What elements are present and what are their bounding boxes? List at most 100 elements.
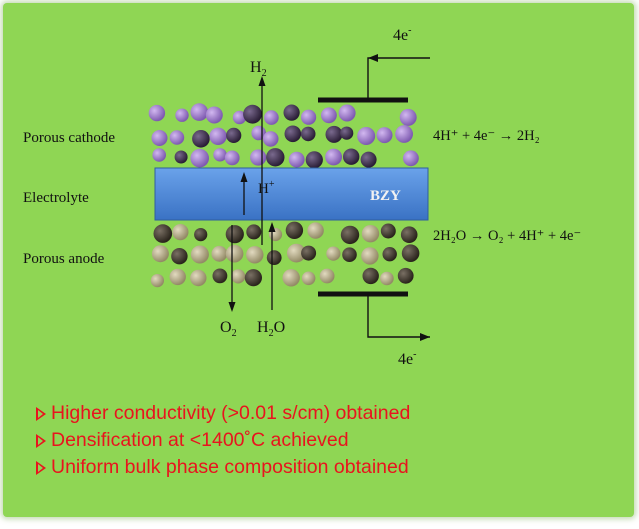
particle — [169, 268, 186, 286]
particle — [148, 104, 166, 122]
fuel-cell-diagram: 4e- H2 Porous cathode Electrolyte Porous… — [23, 25, 581, 368]
o2-label: O2 — [220, 319, 237, 339]
particle — [246, 224, 262, 240]
particle — [232, 110, 247, 125]
particle — [362, 267, 379, 285]
particle — [243, 104, 262, 124]
particle — [225, 244, 244, 263]
porous-anode-label: Porous anode — [23, 251, 105, 267]
particle — [244, 269, 262, 287]
particle — [266, 250, 282, 265]
particle — [150, 274, 164, 288]
h2-label: H2 — [250, 59, 267, 79]
particle — [338, 104, 356, 122]
particle — [380, 271, 394, 286]
h2o-label: H2O — [257, 319, 285, 339]
particle — [301, 245, 317, 261]
particle — [340, 225, 360, 245]
particle — [399, 108, 417, 126]
arrow-bullet-icon — [36, 406, 46, 421]
particle — [307, 222, 324, 239]
bottom-electron-label: 4e- — [398, 349, 416, 368]
particle — [224, 150, 240, 166]
particle — [226, 127, 242, 143]
flow-arrows — [228, 76, 276, 312]
particle — [246, 246, 264, 264]
arrow-bullet-icon — [36, 433, 46, 448]
particle — [342, 247, 357, 262]
particle — [340, 126, 354, 140]
electrolyte-layer — [154, 167, 429, 221]
particle — [205, 106, 223, 124]
particle — [151, 245, 169, 263]
h-plus-label: H+ — [258, 179, 275, 197]
top-electron-label: 4e- — [393, 25, 411, 44]
particle — [361, 225, 380, 243]
particle — [209, 127, 227, 145]
particle — [153, 224, 173, 243]
particle — [403, 150, 419, 167]
findings-item: Densification at <1400˚C achieved — [36, 427, 410, 454]
particle — [301, 271, 316, 286]
content-panel — [3, 3, 634, 517]
cathode-particles — [148, 103, 419, 169]
particle — [211, 245, 228, 262]
particle — [376, 127, 393, 144]
particle — [192, 130, 210, 148]
particle — [325, 125, 343, 143]
bzy-label: BZY — [370, 188, 401, 204]
particle — [301, 109, 317, 125]
particle — [151, 130, 168, 146]
particle — [382, 247, 397, 262]
particle — [250, 149, 267, 166]
particle — [264, 110, 279, 125]
particle — [319, 268, 335, 284]
bottom-circuit — [318, 291, 430, 341]
particle — [360, 151, 377, 168]
particle — [231, 269, 246, 284]
particle — [190, 245, 209, 264]
particle — [212, 268, 228, 284]
particle — [343, 148, 360, 165]
findings-item: Higher conductivity (>0.01 s/cm) obtaine… — [36, 400, 410, 427]
particle — [194, 228, 208, 242]
particle — [287, 243, 306, 263]
particle — [266, 148, 285, 167]
particle — [300, 126, 316, 142]
electrolyte-label: Electrolyte — [23, 190, 89, 206]
arrow-bullet-icon — [36, 460, 46, 475]
particle — [361, 247, 379, 265]
particle — [321, 107, 337, 124]
particle — [225, 225, 244, 244]
particle — [395, 125, 413, 143]
particle — [285, 221, 304, 239]
particle — [380, 223, 396, 239]
findings-item: Uniform bulk phase composition obtained — [36, 454, 410, 481]
particle — [169, 130, 185, 145]
particle — [397, 267, 414, 284]
particle — [190, 103, 209, 121]
particle — [401, 244, 420, 262]
particle — [305, 151, 323, 169]
particle — [152, 148, 166, 162]
anode-particles — [150, 221, 420, 288]
particle — [400, 226, 418, 243]
top-circuit — [318, 54, 430, 103]
particle — [171, 248, 188, 265]
cathode-reaction-label: 4H⁺ + 4e⁻ → 2H₂ — [433, 128, 540, 144]
anode-reaction-label: 2H₂O → O₂ + 4H⁺ + 4e⁻ — [433, 228, 581, 244]
findings-list: Higher conductivity (>0.01 s/cm) obtaine… — [36, 400, 410, 481]
porous-cathode-label: Porous cathode — [23, 130, 115, 146]
particle — [326, 246, 341, 261]
particle — [175, 108, 189, 122]
particle — [172, 224, 189, 241]
particle — [325, 148, 342, 166]
particle — [262, 131, 279, 147]
particle — [284, 125, 302, 143]
particle — [282, 269, 300, 287]
particle — [288, 151, 305, 168]
particle — [190, 269, 207, 287]
particle — [283, 104, 300, 121]
particle — [190, 148, 209, 168]
particle — [213, 148, 227, 162]
